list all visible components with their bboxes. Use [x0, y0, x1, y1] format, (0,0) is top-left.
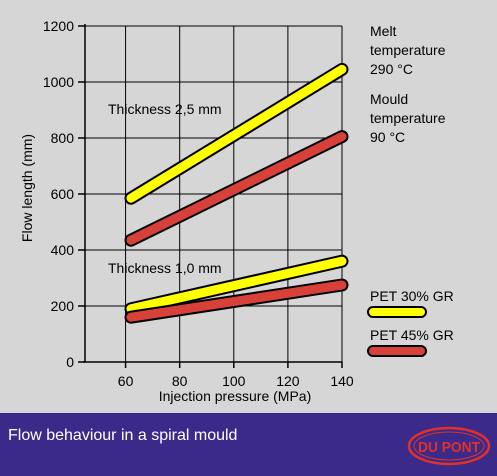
series-line: [126, 132, 347, 245]
y-tick-label: 0: [66, 354, 74, 370]
melt-temperature-line-2: temperature: [370, 42, 446, 58]
legend-label-pet-45: PET 45% GR: [370, 327, 454, 343]
mould-temperature-line-1: Mould: [370, 91, 408, 107]
y-tick-label: 1000: [43, 74, 74, 90]
melt-temperature-line-1: Melt: [370, 23, 397, 39]
caption-bar: Flow behaviour in a spiral mould DU PONT: [0, 413, 497, 476]
series: [124, 62, 349, 324]
mould-temperature-line-2: temperature: [370, 110, 446, 126]
series-line: [126, 64, 347, 203]
y-tick-label: 200: [51, 298, 75, 314]
axes: 0 200 400 600 800 1000 1200 60 80 100 120 140: [43, 18, 354, 389]
dupont-logo: DU PONT: [407, 426, 491, 466]
series-line: [126, 280, 347, 322]
dupont-logo-text: DU PONT: [418, 439, 480, 456]
x-tick-label: 120: [276, 373, 300, 389]
x-tick-label: 140: [330, 373, 354, 389]
legend-swatch-pet-30: [367, 306, 427, 318]
figure-caption: Flow behaviour in a spiral mould: [8, 427, 238, 444]
x-axis-label: Injection pressure (MPa): [159, 388, 312, 404]
y-tick-label: 800: [51, 130, 75, 146]
y-tick-label: 1200: [43, 18, 74, 34]
legend-swatch-pet-45: [367, 345, 427, 357]
mould-temperature-line-3: 90 °C: [370, 129, 405, 145]
flow-length-chart: 0 200 400 600 800 1000 1200 60 80 100 120 140 Flow …: [19, 18, 454, 404]
series-line: [126, 256, 347, 314]
thickness-1-0-label: Thickness 1,0 mm: [108, 260, 222, 276]
y-axis-label: Flow length (mm): [19, 134, 35, 242]
y-tick-label: 600: [51, 186, 75, 202]
melt-temperature-line-3: 290 °C: [370, 61, 413, 77]
legend: PET 30% GR PET 45% GR: [367, 288, 454, 357]
thickness-2-5-label: Thickness 2,5 mm: [108, 101, 222, 117]
legend-label-pet-30: PET 30% GR: [370, 288, 454, 304]
x-tick-label: 80: [172, 373, 188, 389]
y-tick-label: 400: [51, 242, 75, 258]
x-tick-label: 100: [222, 373, 246, 389]
x-tick-label: 60: [118, 373, 134, 389]
